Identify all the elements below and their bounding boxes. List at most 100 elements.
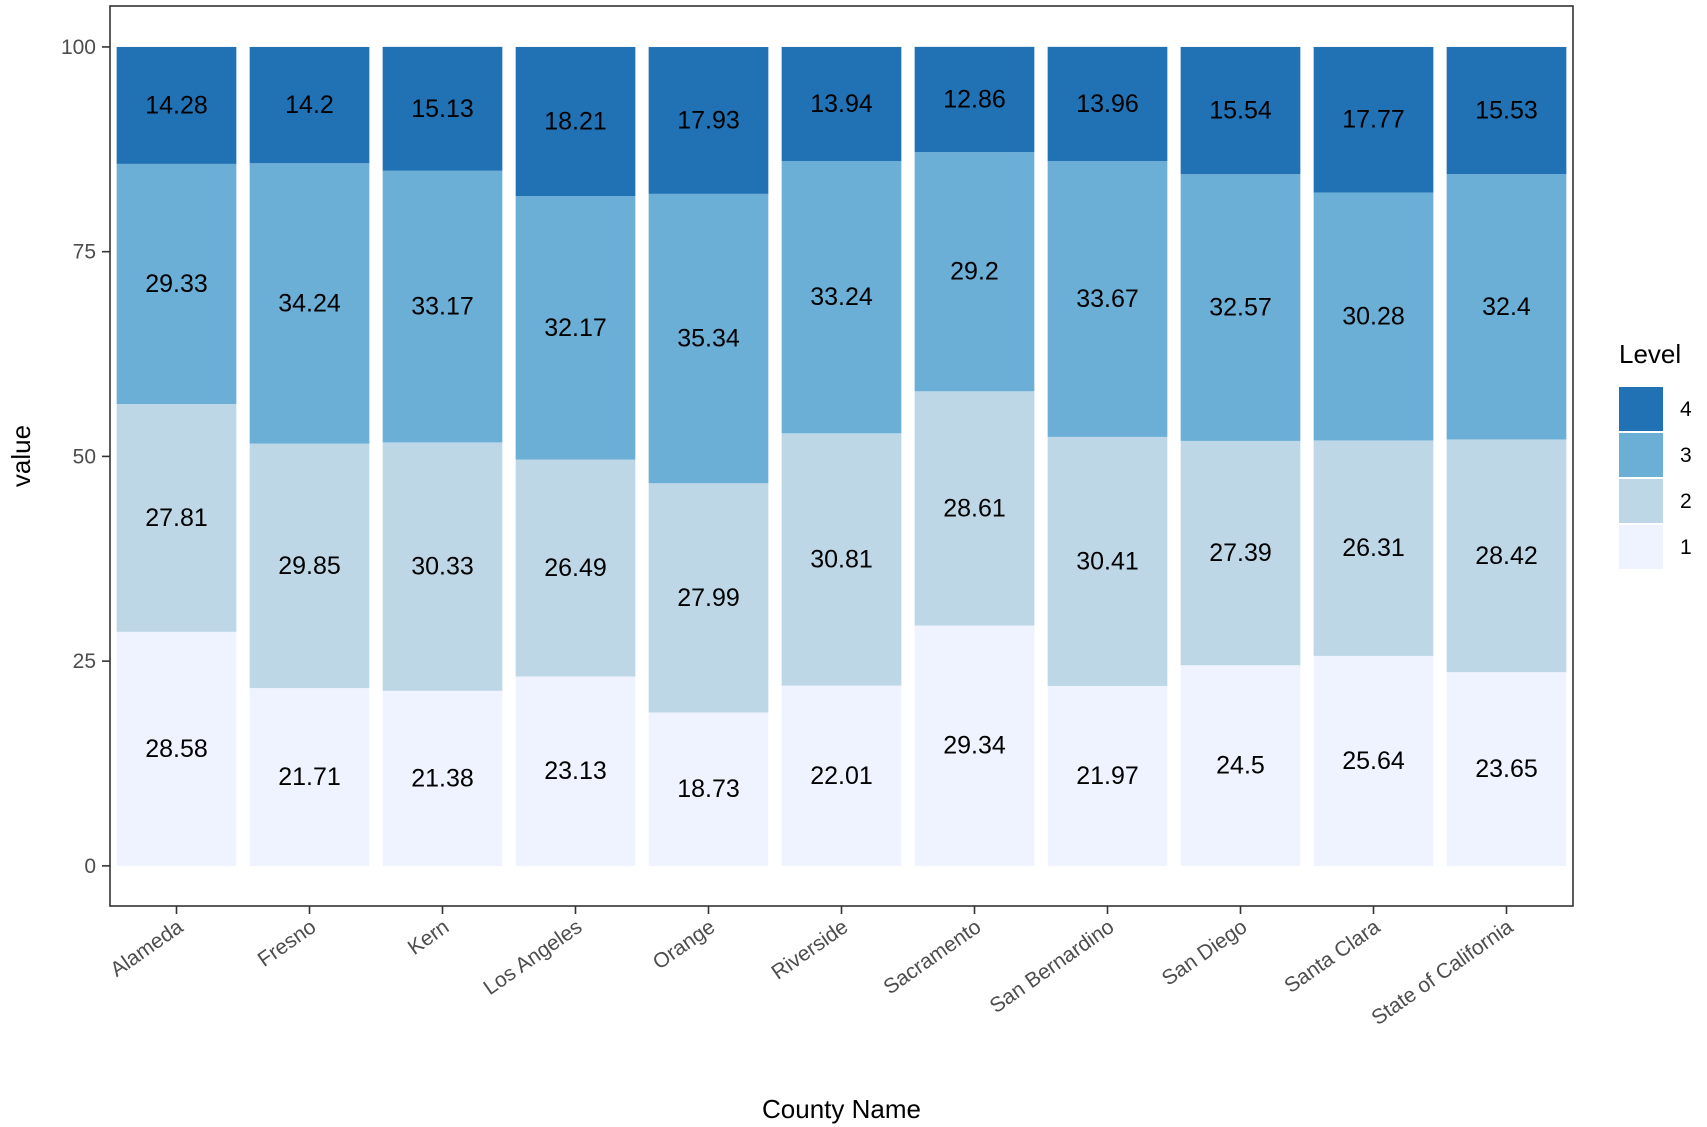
bar-segment	[1446, 439, 1567, 673]
data-label: 32.4	[1482, 293, 1531, 321]
data-label: 27.99	[677, 584, 740, 612]
bar-segment	[1047, 436, 1168, 686]
data-label: 34.24	[278, 289, 341, 317]
data-label: 17.93	[677, 106, 740, 134]
data-label: 28.42	[1475, 542, 1538, 570]
data-label: 30.28	[1342, 302, 1405, 330]
bar-segment	[249, 688, 370, 866]
bar-segment	[249, 163, 370, 444]
bar-segment	[1047, 685, 1168, 866]
bar-segment	[116, 631, 237, 866]
y-tick-label: 0	[84, 855, 96, 878]
bar-segment	[249, 443, 370, 689]
data-label: 21.38	[411, 764, 474, 792]
legend-label: 1	[1680, 536, 1692, 559]
data-label: 33.17	[411, 293, 474, 321]
bar-segment	[914, 625, 1035, 866]
bar-segment	[515, 676, 636, 866]
data-label: 29.2	[950, 258, 999, 286]
legend-key	[1619, 525, 1663, 569]
data-label: 29.33	[145, 270, 208, 298]
bar-segment	[1047, 161, 1168, 437]
data-label: 18.21	[544, 108, 607, 136]
data-label: 30.81	[810, 545, 873, 573]
bar-segment	[1313, 440, 1434, 656]
data-label: 27.81	[145, 504, 208, 532]
bar-segment	[781, 46, 902, 162]
bar-segment	[1180, 46, 1301, 175]
bar-segment	[1446, 46, 1567, 175]
bars-layer	[116, 46, 1567, 866]
data-label: 23.13	[544, 757, 607, 785]
legend: Level 4 3 2 1	[1619, 339, 1692, 569]
data-label: 17.77	[1342, 106, 1405, 134]
legend-label: 2	[1680, 490, 1692, 513]
data-label: 21.97	[1076, 762, 1139, 790]
data-label: 30.41	[1076, 547, 1139, 575]
bar-segment	[1446, 174, 1567, 440]
data-label: 25.64	[1342, 747, 1405, 775]
y-tick-label: 100	[61, 36, 96, 59]
data-label: 28.58	[145, 735, 208, 763]
legend-title: Level	[1619, 339, 1681, 369]
data-label: 26.31	[1342, 534, 1405, 562]
bar-segment	[515, 196, 636, 460]
data-label: 33.67	[1076, 285, 1139, 313]
data-label: 33.24	[810, 283, 873, 311]
bar-segment	[515, 459, 636, 677]
bar-segment	[648, 193, 769, 484]
bar-segment	[249, 46, 370, 164]
data-labels-layer: 28.58 27.81 29.33 14.28 21.71 29.85 34.24 14.2 2…	[145, 86, 1538, 804]
data-label: 13.94	[810, 90, 873, 118]
data-label: 28.61	[943, 494, 1006, 522]
bar-segment	[781, 161, 902, 434]
data-label: 29.34	[943, 732, 1006, 760]
legend-label: 4	[1680, 398, 1692, 421]
data-label: 27.39	[1209, 539, 1272, 567]
data-label: 21.71	[278, 763, 341, 791]
bar-segment	[116, 404, 237, 632]
bar-segment	[648, 47, 769, 194]
bar-segment	[781, 685, 902, 866]
bar-segment	[382, 690, 503, 866]
bar-segment	[914, 391, 1035, 626]
y-axis-title: value	[6, 425, 36, 487]
data-label: 26.49	[544, 554, 607, 582]
y-tick-label: 25	[73, 650, 96, 673]
bar-segment	[116, 163, 237, 405]
bar-segment	[914, 152, 1035, 392]
bar-segment	[515, 46, 636, 197]
legend-label: 3	[1680, 444, 1692, 467]
bar-segment	[382, 170, 503, 443]
data-label: 12.86	[943, 86, 1006, 114]
bar-segment	[1180, 440, 1301, 666]
data-label: 18.73	[677, 775, 740, 803]
bar-segment	[1047, 46, 1168, 162]
data-label: 13.96	[1076, 90, 1139, 118]
legend-key	[1619, 479, 1663, 523]
legend-key	[1619, 433, 1663, 477]
data-label: 23.65	[1475, 755, 1538, 783]
data-label: 35.34	[677, 325, 740, 353]
data-label: 32.17	[544, 314, 607, 342]
data-label: 29.85	[278, 552, 341, 580]
bar-segment	[1313, 655, 1434, 866]
bar-segment	[1446, 672, 1567, 866]
bar-segment	[1313, 192, 1434, 441]
data-label: 24.5	[1216, 752, 1265, 780]
data-label: 14.2	[285, 91, 334, 119]
data-label: 14.28	[145, 91, 208, 119]
bar-segment	[1313, 46, 1434, 193]
data-label: 15.54	[1209, 97, 1272, 125]
data-label: 22.01	[810, 762, 873, 790]
legend-key	[1619, 387, 1663, 431]
bar-segment	[1180, 174, 1301, 441]
data-label: 15.13	[411, 95, 474, 123]
bar-segment	[1180, 665, 1301, 866]
y-tick-label: 50	[73, 445, 96, 468]
y-tick-label: 75	[73, 241, 96, 264]
data-label: 32.57	[1209, 294, 1272, 322]
data-label: 15.53	[1475, 97, 1538, 125]
x-axis-title: County Name	[762, 1094, 921, 1124]
